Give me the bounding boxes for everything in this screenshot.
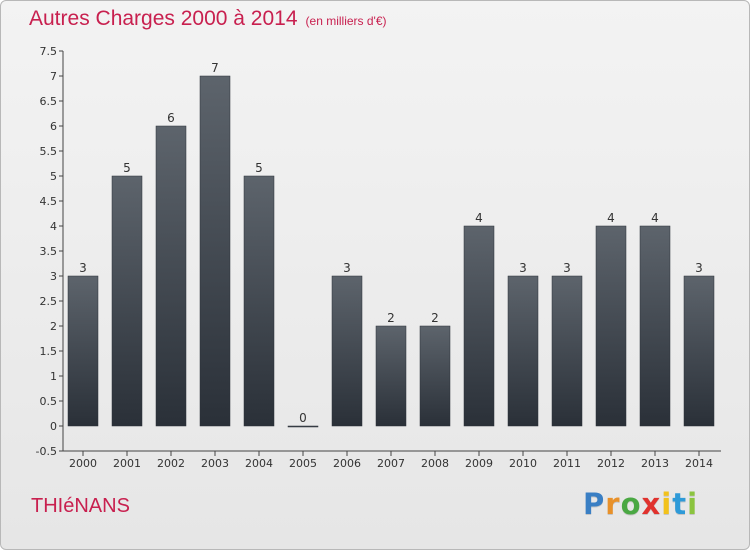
brand-letter: i [661,487,673,521]
y-tick-label: 7 [50,70,57,83]
x-tick-label: 2007 [377,457,405,470]
y-tick-label: 3.5 [40,245,58,258]
bar-2008 [419,325,451,427]
commune-name: THIéNANS [31,495,130,517]
x-tick-label: 2001 [113,457,141,470]
x-tick-label: 2000 [69,457,97,470]
bar-2014 [683,275,715,427]
bar-2004 [243,175,275,427]
data-label: 6 [167,111,175,125]
y-tick-label: 6 [50,120,57,133]
x-tick-label: 2005 [289,457,317,470]
brand-letter: r [605,487,621,521]
y-tick-label: 2 [50,320,57,333]
data-label: 4 [607,211,615,225]
bar-2000 [67,275,99,427]
bar-2010 [507,275,539,427]
y-tick-label: 1.5 [40,345,58,358]
x-tick-label: 2011 [553,457,581,470]
data-label: 4 [651,211,659,225]
data-label: 4 [475,211,483,225]
data-label: 3 [519,261,527,275]
y-tick-label: 7.5 [40,45,58,58]
y-tick-label: 1 [50,370,57,383]
data-label: 3 [563,261,571,275]
data-label: 3 [343,261,351,275]
bar-2011 [551,275,583,427]
bar-2002 [155,125,187,427]
chart-subtitle: (en milliers d'€) [305,14,387,28]
chart-title: Autres Charges 2000 à 2014 [29,7,298,30]
brand-letter: t [672,487,688,521]
brand-letter: i [687,487,699,521]
data-label: 5 [123,161,131,175]
brand-letter: P [583,487,606,521]
bar-2012 [595,225,627,427]
data-label: 2 [431,311,439,325]
bar-2013 [639,225,671,427]
bar-2009 [463,225,495,427]
data-label: 3 [79,261,87,275]
y-tick-label: 0.5 [40,395,58,408]
y-tick-label: 0 [50,420,57,433]
data-label: 7 [211,61,219,75]
bar-2005 [287,425,319,428]
brand-logo: Proxiti [583,487,698,521]
x-tick-label: 2014 [685,457,713,470]
y-tick-label: 5.5 [40,145,58,158]
data-label: 0 [299,411,307,425]
x-tick-label: 2012 [597,457,625,470]
x-tick-label: 2010 [509,457,537,470]
data-label: 3 [695,261,703,275]
y-tick-label: 6.5 [40,95,58,108]
bar-2001 [111,175,143,427]
x-tick-label: 2006 [333,457,361,470]
brand-letter: x [641,487,662,521]
y-tick-label: -0.5 [36,445,57,458]
data-label: 5 [255,161,263,175]
y-tick-label: 3 [50,270,57,283]
y-tick-label: 4 [50,220,57,233]
bar-2006 [331,275,363,427]
x-tick-label: 2002 [157,457,185,470]
y-tick-label: 5 [50,170,57,183]
x-tick-label: 2004 [245,457,273,470]
title-row: Autres Charges 2000 à 2014 (en milliers d… [29,7,387,31]
bar-2003 [199,75,231,427]
data-label: 2 [387,311,395,325]
x-tick-label: 2008 [421,457,449,470]
y-tick-label: 4.5 [40,195,58,208]
brand-letter: o [620,487,642,521]
x-tick-label: 2009 [465,457,493,470]
x-tick-label: 2013 [641,457,669,470]
bar-2007 [375,325,407,427]
y-tick-label: 2.5 [40,295,58,308]
x-tick-label: 2003 [201,457,229,470]
